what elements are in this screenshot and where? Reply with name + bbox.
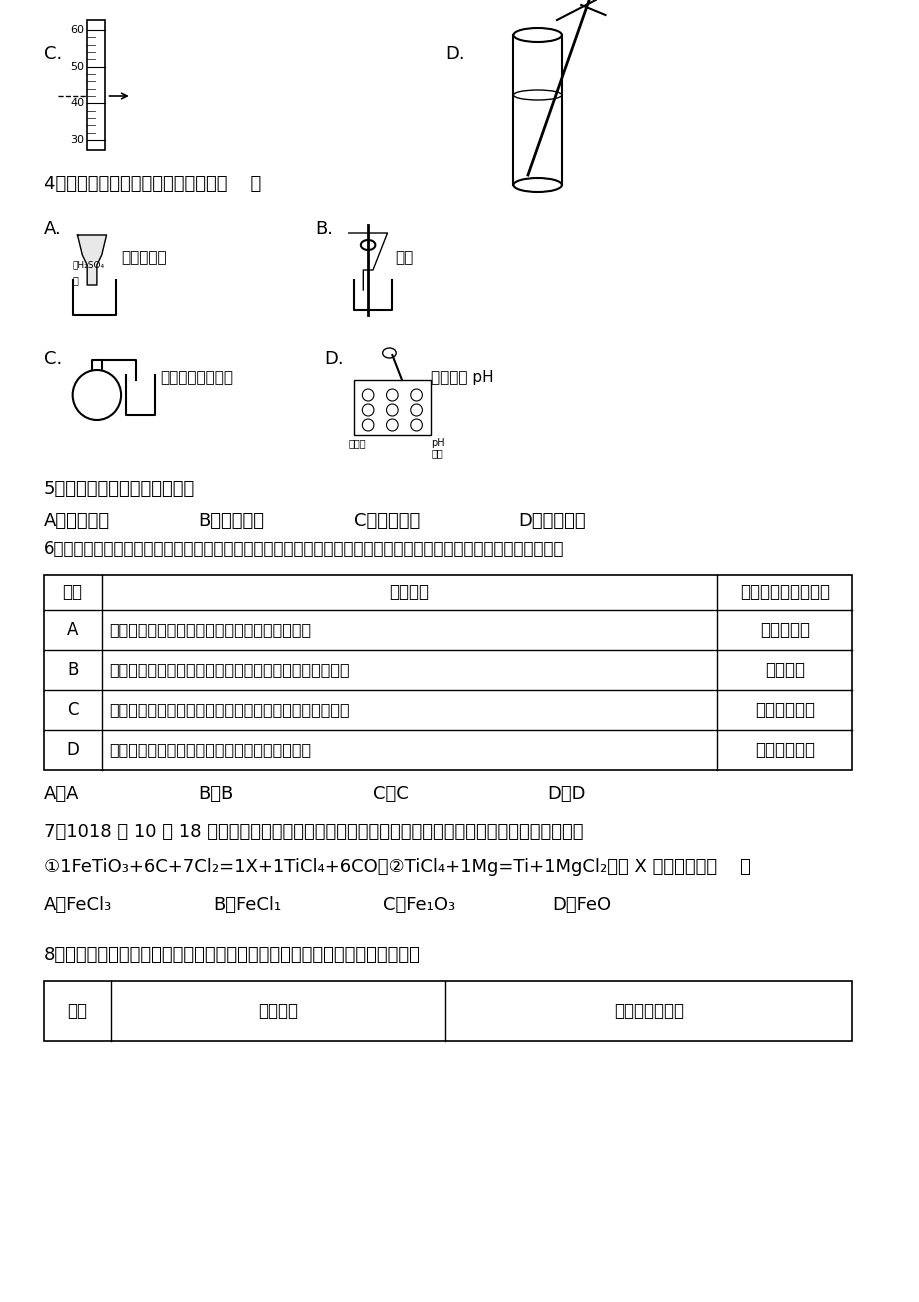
Text: D.: D.: [445, 46, 465, 62]
Text: C．Fe₁O₃: C．Fe₁O₃: [382, 896, 454, 914]
Text: B．FeCl₁: B．FeCl₁: [213, 896, 281, 914]
Text: 稀释浓硫酸: 稀释浓硫酸: [121, 250, 166, 266]
Circle shape: [362, 389, 373, 401]
Text: 双氧水在常温下缓慢分解，而在加入二氧化锰后迅速分解: 双氧水在常温下缓慢分解，而在加入二氧化锰后迅速分解: [109, 703, 350, 717]
Text: 点滴板: 点滴板: [348, 437, 366, 448]
Circle shape: [386, 389, 398, 401]
Text: 试纸: 试纸: [431, 448, 442, 458]
Bar: [353, 380, 431, 435]
Bar: [43, 575, 852, 769]
Circle shape: [362, 404, 373, 417]
Polygon shape: [77, 234, 107, 285]
Circle shape: [410, 419, 422, 431]
Text: 有、无催化剂: 有、无催化剂: [754, 700, 814, 719]
Text: C．煤的干馏: C．煤的干馏: [353, 512, 419, 530]
Text: C: C: [67, 700, 78, 719]
Circle shape: [386, 419, 398, 431]
Text: A.: A.: [43, 220, 62, 238]
Text: ①1FeTiO₃+6C+7Cl₂=1X+1TiCl₄+6CO，②TiCl₄+1Mg=Ti+1MgCl₂．则 X 的化学式为（    ）: ①1FeTiO₃+6C+7Cl₂=1X+1TiCl₄+6CO，②TiCl₄+1M…: [43, 858, 750, 876]
Text: 60: 60: [70, 25, 85, 35]
Bar: [43, 980, 852, 1042]
Text: A．FeCl₃: A．FeCl₃: [43, 896, 112, 914]
Ellipse shape: [513, 178, 562, 191]
Text: 反应物的种类: 反应物的种类: [754, 741, 814, 759]
Text: 反应物浓度: 反应物浓度: [759, 621, 809, 639]
Text: A．分离空气: A．分离空气: [43, 512, 109, 530]
Text: B.: B.: [314, 220, 333, 238]
Text: 铜片在空气中很难燃烧，铜粉在空气中较易燃烧: 铜片在空气中很难燃烧，铜粉在空气中较易燃烧: [109, 742, 312, 758]
Text: B: B: [67, 661, 78, 680]
Text: 4．下图中的化学实验操作正确的是（    ）: 4．下图中的化学实验操作正确的是（ ）: [43, 174, 261, 193]
Text: A．A: A．A: [43, 785, 79, 803]
Circle shape: [410, 404, 422, 417]
Text: D．FeO: D．FeO: [551, 896, 610, 914]
Text: D.: D.: [324, 350, 344, 368]
Text: 水: 水: [73, 275, 78, 285]
Text: pH: pH: [431, 437, 444, 448]
Text: 30: 30: [70, 135, 85, 145]
Text: 所用试剂或方法: 所用试剂或方法: [613, 1003, 683, 1019]
Text: D．水的蒸馏: D．水的蒸馏: [517, 512, 585, 530]
Text: 实验事实: 实验事实: [389, 583, 429, 602]
Text: 序号: 序号: [62, 583, 83, 602]
Text: 测溶液的 pH: 测溶液的 pH: [431, 370, 494, 385]
Circle shape: [410, 389, 422, 401]
Ellipse shape: [382, 348, 396, 358]
Text: B．B: B．B: [199, 785, 233, 803]
Text: 7．1018 年 10 月 18 日，我国首艘国产航母第三次试海成功。用到的金属钛主要通过下列反应制得：: 7．1018 年 10 月 18 日，我国首艘国产航母第三次试海成功。用到的金属…: [43, 823, 583, 841]
Bar: [87, 20, 105, 150]
Text: 选项: 选项: [67, 1003, 87, 1019]
Text: 实验目的: 实验目的: [258, 1003, 298, 1019]
Text: C.: C.: [43, 46, 62, 62]
Text: 过滤: 过滤: [395, 250, 413, 266]
Text: D: D: [66, 741, 79, 759]
Circle shape: [73, 370, 121, 421]
Text: 检查装置的气密性: 检查装置的气密性: [160, 370, 233, 385]
Text: 40: 40: [70, 99, 85, 108]
Text: 6．比较、推理是化学学习常用的方法，以下是根据一些实验事实推理出的影响化学反应的因素，其中推理不合理的是: 6．比较、推理是化学学习常用的方法，以下是根据一些实验事实推理出的影响化学反应的…: [43, 540, 563, 559]
Bar: [513, 35, 562, 185]
Ellipse shape: [513, 29, 562, 42]
Text: 碳在常温下不与氧气发生反应，而在点燃时能与氧气反应: 碳在常温下不与氧气发生反应，而在点燃时能与氧气反应: [109, 663, 350, 677]
Text: 浓H₂SO₄: 浓H₂SO₄: [73, 260, 105, 270]
Text: 5．下列变化属于化学变化的是: 5．下列变化属于化学变化的是: [43, 480, 195, 497]
Text: 50: 50: [70, 61, 85, 72]
Text: 铁丝在空气中很难燃烧，而在氧气中能剧烈燃烧: 铁丝在空气中很难燃烧，而在氧气中能剧烈燃烧: [109, 622, 312, 638]
Circle shape: [386, 404, 398, 417]
Text: 影响化学反应的因素: 影响化学反应的因素: [739, 583, 829, 602]
Text: 反应温度: 反应温度: [764, 661, 804, 680]
Text: D．D: D．D: [547, 785, 585, 803]
Text: A: A: [67, 621, 78, 639]
Text: 8．下列有关物质的鉴别、检验、分离，除杂等所用的试剂或方法正确的是（）: 8．下列有关物质的鉴别、检验、分离，除杂等所用的试剂或方法正确的是（）: [43, 947, 420, 963]
Text: C．C: C．C: [372, 785, 408, 803]
Text: C.: C.: [43, 350, 62, 368]
Circle shape: [362, 419, 373, 431]
Ellipse shape: [513, 90, 562, 100]
Text: B．石油分馏: B．石油分馏: [199, 512, 265, 530]
